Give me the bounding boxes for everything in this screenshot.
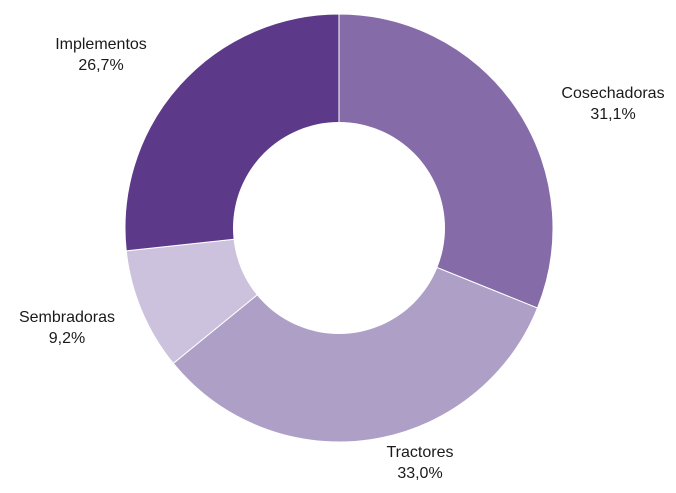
slice-tractores: [172, 227, 539, 443]
slice-value-implementos: 26,7%: [78, 57, 123, 74]
slice-name-sembradoras: Sembradoras: [19, 309, 115, 326]
slice-name-implementos: Implementos: [55, 36, 147, 53]
slice-name-tractores: Tractores: [387, 444, 454, 461]
slice-label-cosechadoras: Cosechadoras 31,1%: [561, 85, 664, 123]
slice-label-implementos: Implementos 26,7%: [55, 36, 147, 74]
slice-label-sembradoras: Sembradoras 9,2%: [19, 309, 115, 347]
labels-layer: Cosechadoras 31,1% Tractores 33,0% Sembrador…: [19, 36, 665, 482]
slice-name-cosechadoras: Cosechadoras: [561, 85, 664, 102]
donut-hole: [233, 122, 445, 334]
slice-value-cosechadoras: 31,1%: [590, 106, 635, 123]
slice-value-tractores: 33,0%: [397, 465, 442, 482]
slice-value-sembradoras: 9,2%: [49, 330, 85, 347]
slice-label-tractores: Tractores 33,0%: [387, 444, 454, 482]
